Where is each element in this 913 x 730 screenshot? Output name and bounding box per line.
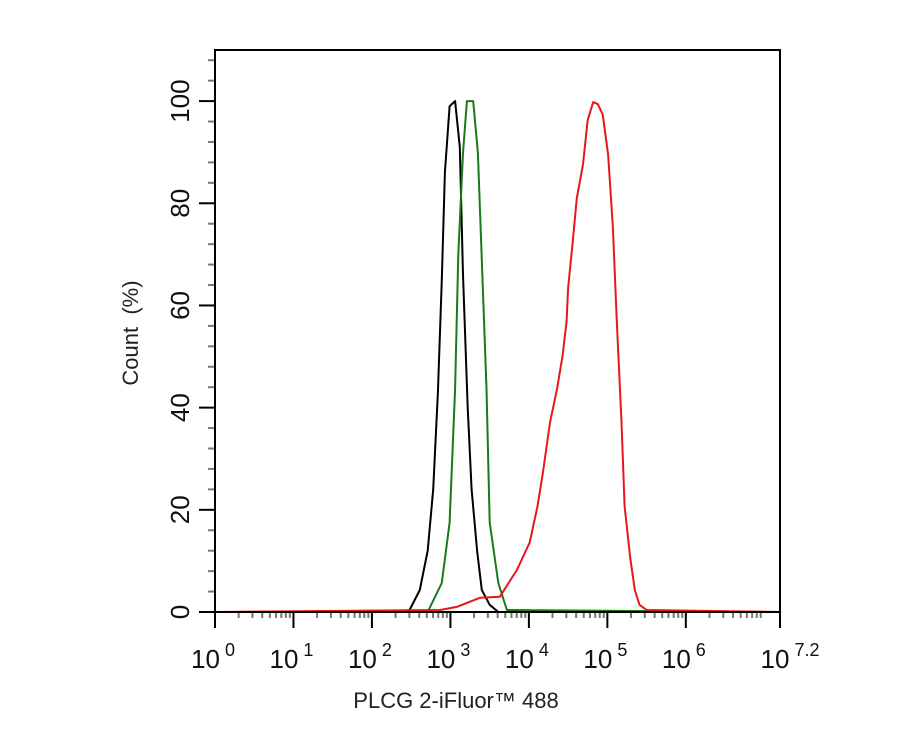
x-tick-label: 10 4 [505, 640, 549, 674]
x-tick-label: 10 7.2 [761, 640, 820, 674]
y-tick-label: 100 [165, 79, 195, 122]
y-tick-label: 20 [165, 495, 195, 524]
x-axis-title: PLCG 2-iFluor™ 488 [353, 688, 558, 713]
x-tick-labels: 10 0 10 1 10 2 10 3 10 4 10 5 10 6 10 7.2 [191, 640, 819, 674]
y-tick-label: 40 [165, 393, 195, 422]
x-tick-label: 10 1 [270, 640, 314, 674]
y-tick-label: 0 [165, 605, 195, 619]
series-curves [214, 100, 781, 613]
x-tick-label: 10 6 [662, 640, 706, 674]
y-tick-labels: 0 20 40 60 80 100 [165, 79, 195, 619]
y-tick-label: 60 [165, 291, 195, 320]
series-line-2 [214, 101, 781, 613]
y-axis-title: Count (%) [118, 280, 143, 385]
x-tick-label: 10 0 [191, 640, 235, 674]
axis-ticks [199, 59, 781, 628]
plot-frame [214, 49, 781, 613]
x-tick-label: 10 5 [583, 640, 627, 674]
series-line-0 [215, 100, 780, 613]
y-tick-label: 80 [165, 189, 195, 218]
x-tick-label: 10 3 [426, 640, 470, 674]
x-tick-label: 10 2 [348, 640, 392, 674]
series-line-1 [215, 100, 781, 613]
